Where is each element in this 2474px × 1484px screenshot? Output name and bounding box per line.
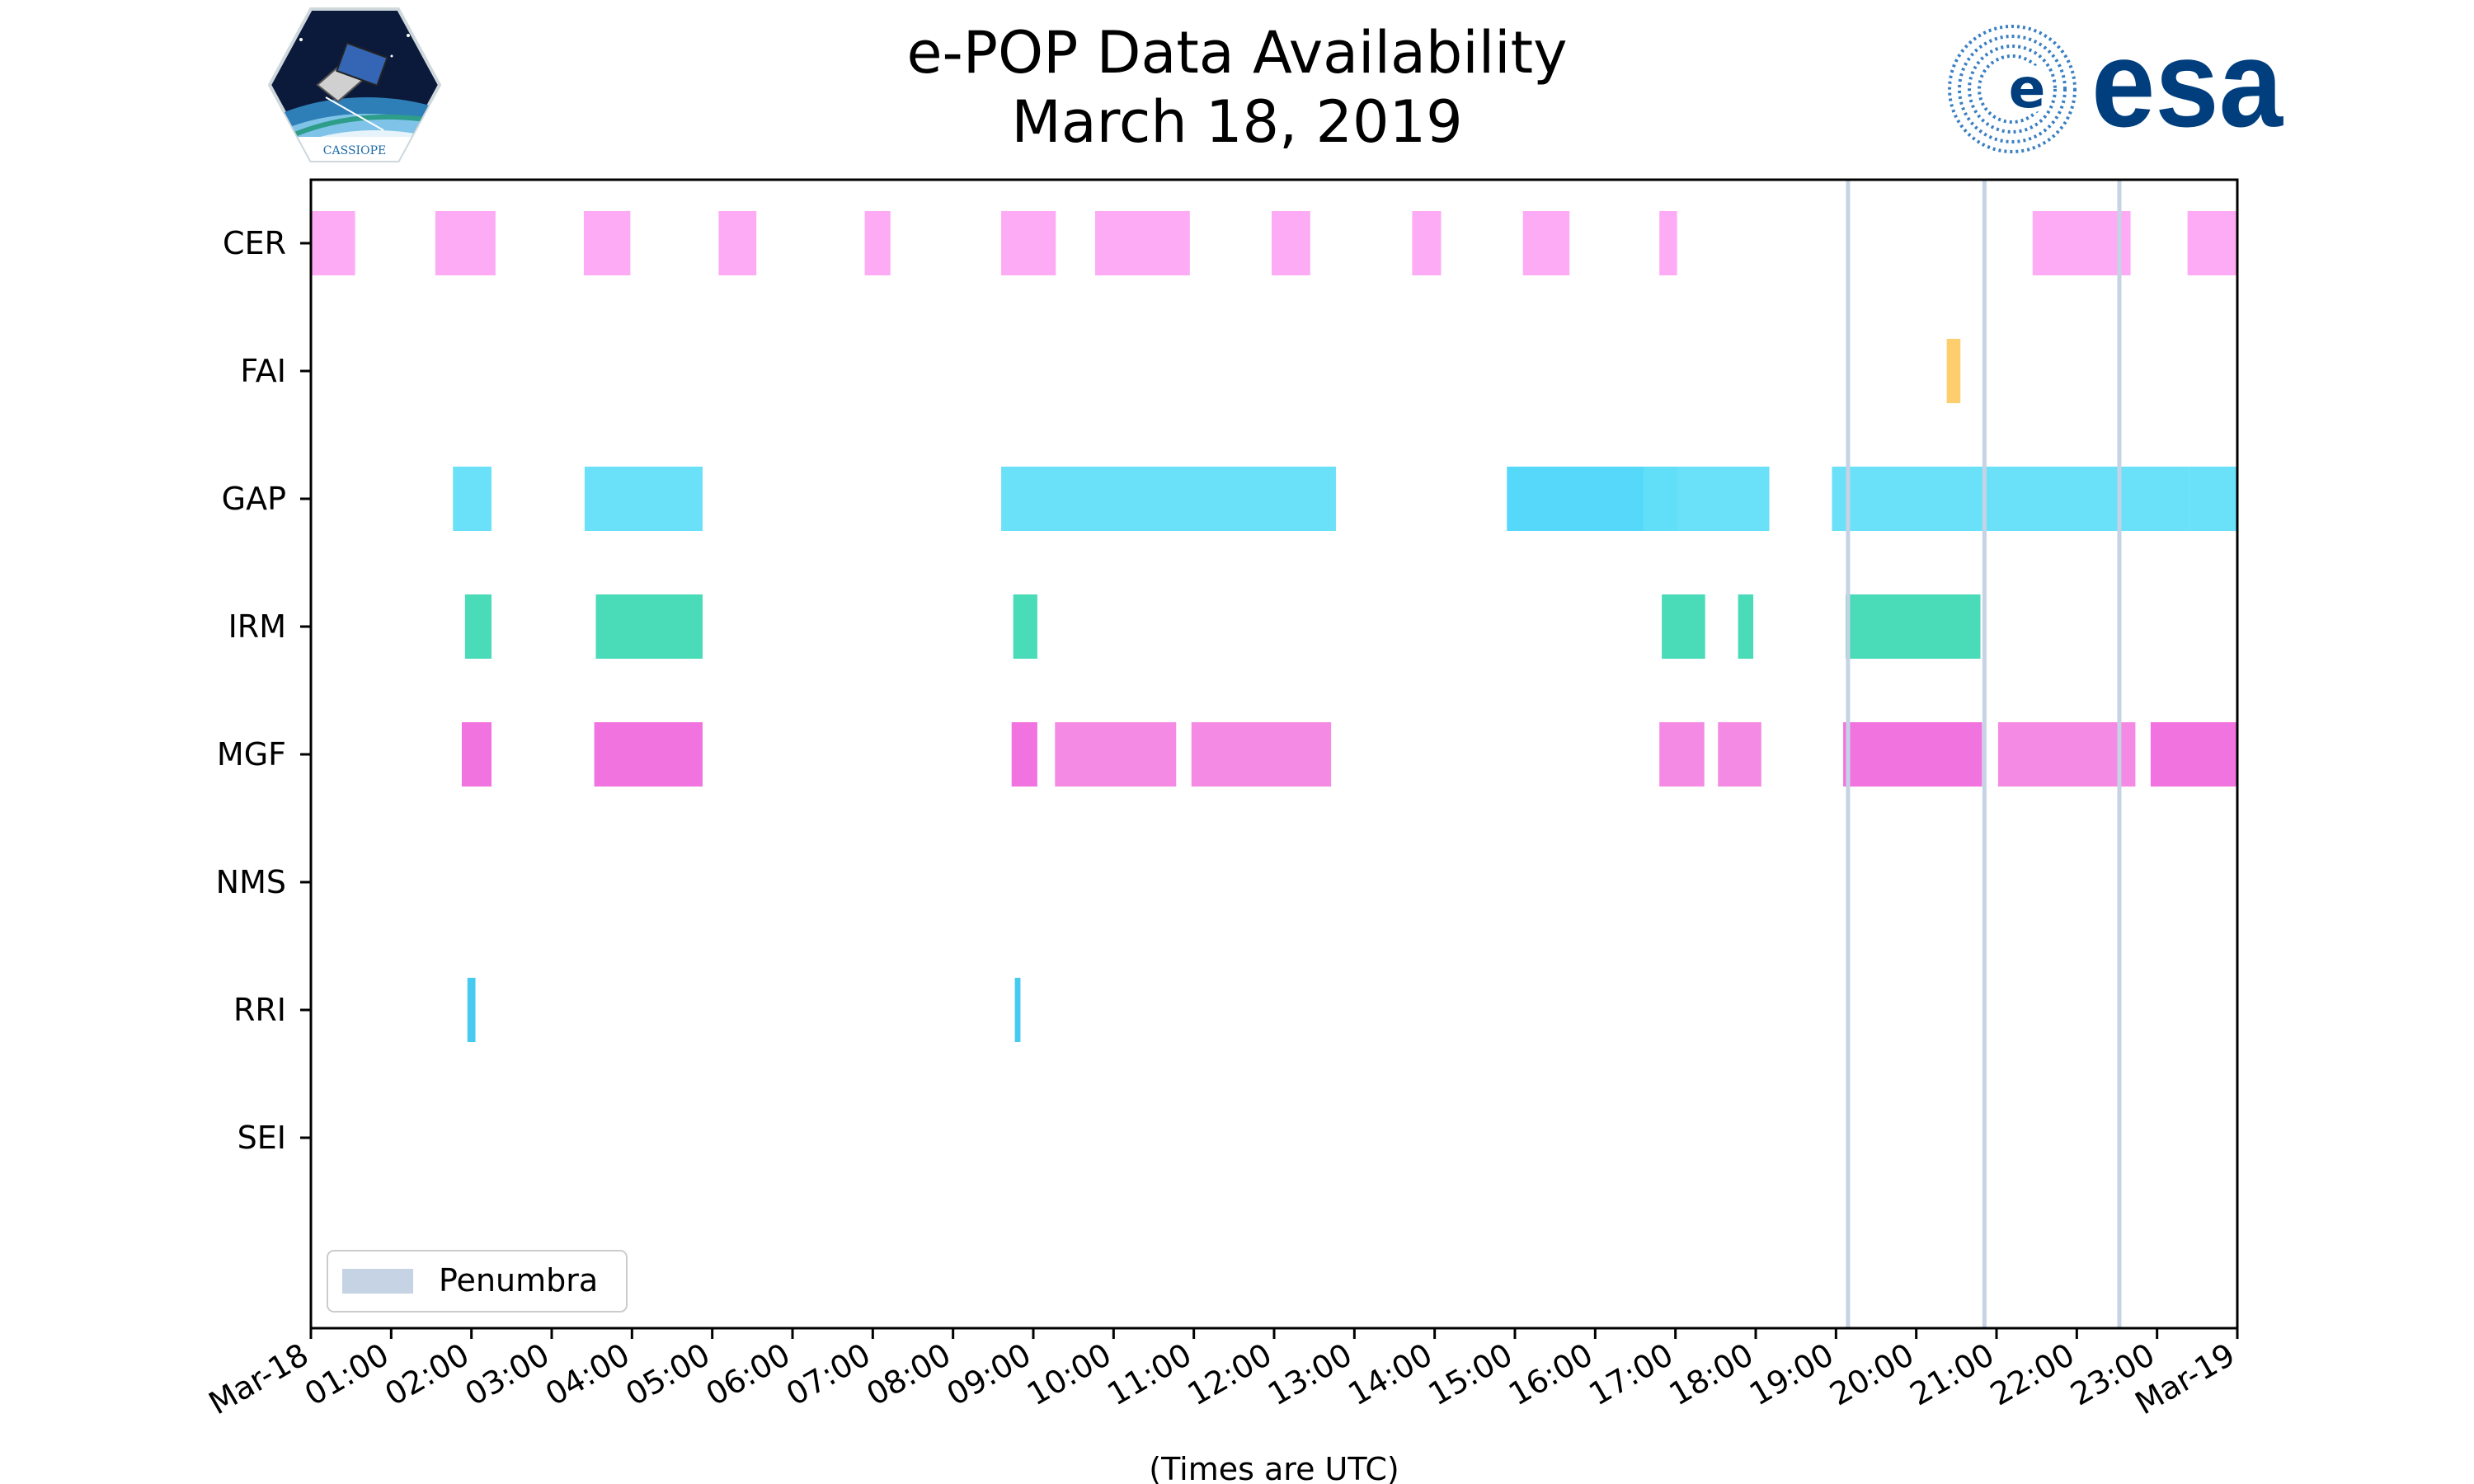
bar-rri-1 <box>1014 978 1021 1042</box>
y-tick-label-sei: SEI <box>238 1120 286 1156</box>
bar-mgf-1 <box>594 722 703 787</box>
bar-cer-11 <box>2032 211 2131 275</box>
bar-irm-1 <box>595 594 703 659</box>
legend: Penumbra <box>327 1250 628 1313</box>
bar-irm-2 <box>1013 594 1037 659</box>
x-tick-label-12: 12:00 <box>1182 1336 1278 1413</box>
bar-mgf-4 <box>1191 722 1332 787</box>
bar-cer-8 <box>1412 211 1442 275</box>
bar-gap-1 <box>584 467 703 531</box>
x-tick-label-2: 02:00 <box>379 1336 475 1413</box>
x-tick-label-13: 13:00 <box>1262 1336 1358 1413</box>
y-tick-label-cer: CER <box>223 225 286 261</box>
y-tick-label-gap: GAP <box>222 481 286 517</box>
bar-mgf-9 <box>2150 722 2237 787</box>
bar-mgf-2 <box>1011 722 1037 787</box>
bars-layer <box>311 211 2237 1042</box>
cassiope-logo-icon: CASSIOPE <box>268 7 441 162</box>
legend-swatch-penumbra <box>342 1269 413 1294</box>
x-tick-label-22: 22:00 <box>1984 1336 2081 1413</box>
bar-cer-10 <box>1659 211 1677 275</box>
legend-frame <box>327 1250 628 1313</box>
esa-logo-text: esa <box>2091 23 2284 153</box>
bar-cer-5 <box>1001 211 1056 275</box>
x-tick-label-16: 16:00 <box>1503 1336 1599 1413</box>
x-tick-label-19: 19:00 <box>1743 1336 1840 1413</box>
bar-cer-7 <box>1272 211 1310 275</box>
y-tick-label-rri: RRI <box>233 992 286 1028</box>
x-tick-label-17: 17:00 <box>1583 1336 1679 1413</box>
bar-gap-5 <box>1832 467 2189 531</box>
bar-gap-0 <box>453 467 492 531</box>
x-tick-label-5: 05:00 <box>619 1336 716 1413</box>
x-axis: Mar-1801:0002:0003:0004:0005:0006:0007:0… <box>203 1328 2241 1421</box>
x-tick-label-8: 08:00 <box>860 1336 957 1413</box>
x-tick-label-20: 20:00 <box>1823 1336 1920 1413</box>
bar-irm-5 <box>1846 594 1981 659</box>
bar-irm-4 <box>1738 594 1754 659</box>
bar-mgf-6 <box>1718 722 1761 787</box>
bar-gap-4 <box>1643 467 1770 531</box>
legend-label-penumbra: Penumbra <box>439 1262 598 1298</box>
penumbra-layer <box>1846 180 2122 1328</box>
bar-irm-0 <box>464 594 492 659</box>
x-tick-label-4: 04:00 <box>539 1336 636 1413</box>
x-tick-label-18: 18:00 <box>1663 1336 1760 1413</box>
chart-title: e-POP Data Availability March 18, 2019 <box>495 18 1979 157</box>
x-tick-label-0: Mar-18 <box>203 1336 315 1422</box>
x-tick-label-1: 01:00 <box>299 1336 395 1413</box>
bar-gap-2 <box>1001 467 1336 531</box>
bar-cer-3 <box>718 211 757 275</box>
x-tick-label-10: 10:00 <box>1021 1336 1117 1413</box>
esa-swirl-icon: e <box>1948 25 2077 153</box>
bar-cer-12 <box>2187 211 2237 275</box>
y-tick-label-irm: IRM <box>228 608 286 645</box>
y-tick-label-fai: FAI <box>240 353 286 389</box>
x-tick-label-7: 07:00 <box>780 1336 877 1413</box>
bar-mgf-3 <box>1055 722 1177 787</box>
bar-rri-0 <box>467 978 476 1042</box>
bar-cer-6 <box>1094 211 1190 275</box>
bar-mgf-7 <box>1843 722 1982 787</box>
bar-mgf-0 <box>461 722 492 787</box>
x-tick-label-14: 14:00 <box>1342 1336 1438 1413</box>
cassiope-logo-text: CASSIOPE <box>323 144 386 157</box>
y-axis: CER FAI GAP IRM MGF NMS RRI SEI <box>216 225 311 1156</box>
title-line-2: March 18, 2019 <box>1011 88 1463 156</box>
x-tick-label-3: 03:00 <box>459 1336 556 1413</box>
bar-cer-4 <box>864 211 891 275</box>
svg-text:e: e <box>2009 57 2046 120</box>
bar-cer-1 <box>435 211 496 275</box>
y-tick-label-mgf: MGF <box>217 736 286 773</box>
x-tick-label-11: 11:00 <box>1101 1336 1197 1413</box>
bar-fai-0 <box>1946 339 1961 403</box>
x-tick-label-21: 21:00 <box>1904 1336 2001 1413</box>
bar-gap-6 <box>2189 467 2237 531</box>
esa-logo-icon: e esa <box>1948 23 2284 153</box>
x-tick-label-9: 09:00 <box>941 1336 1037 1413</box>
x-tick-label-6: 06:00 <box>700 1336 797 1413</box>
title-line-1: e-POP Data Availability <box>906 19 1568 87</box>
x-tick-label-15: 15:00 <box>1423 1336 1519 1413</box>
bar-cer-2 <box>583 211 631 275</box>
bar-mgf-5 <box>1659 722 1705 787</box>
y-tick-label-nms: NMS <box>216 864 286 900</box>
bar-irm-3 <box>1662 594 1705 659</box>
bar-cer-0 <box>311 211 355 275</box>
bar-mgf-8 <box>1997 722 2136 787</box>
bar-cer-9 <box>1522 211 1570 275</box>
x-axis-label: (Times are UTC) <box>1149 1451 1399 1484</box>
